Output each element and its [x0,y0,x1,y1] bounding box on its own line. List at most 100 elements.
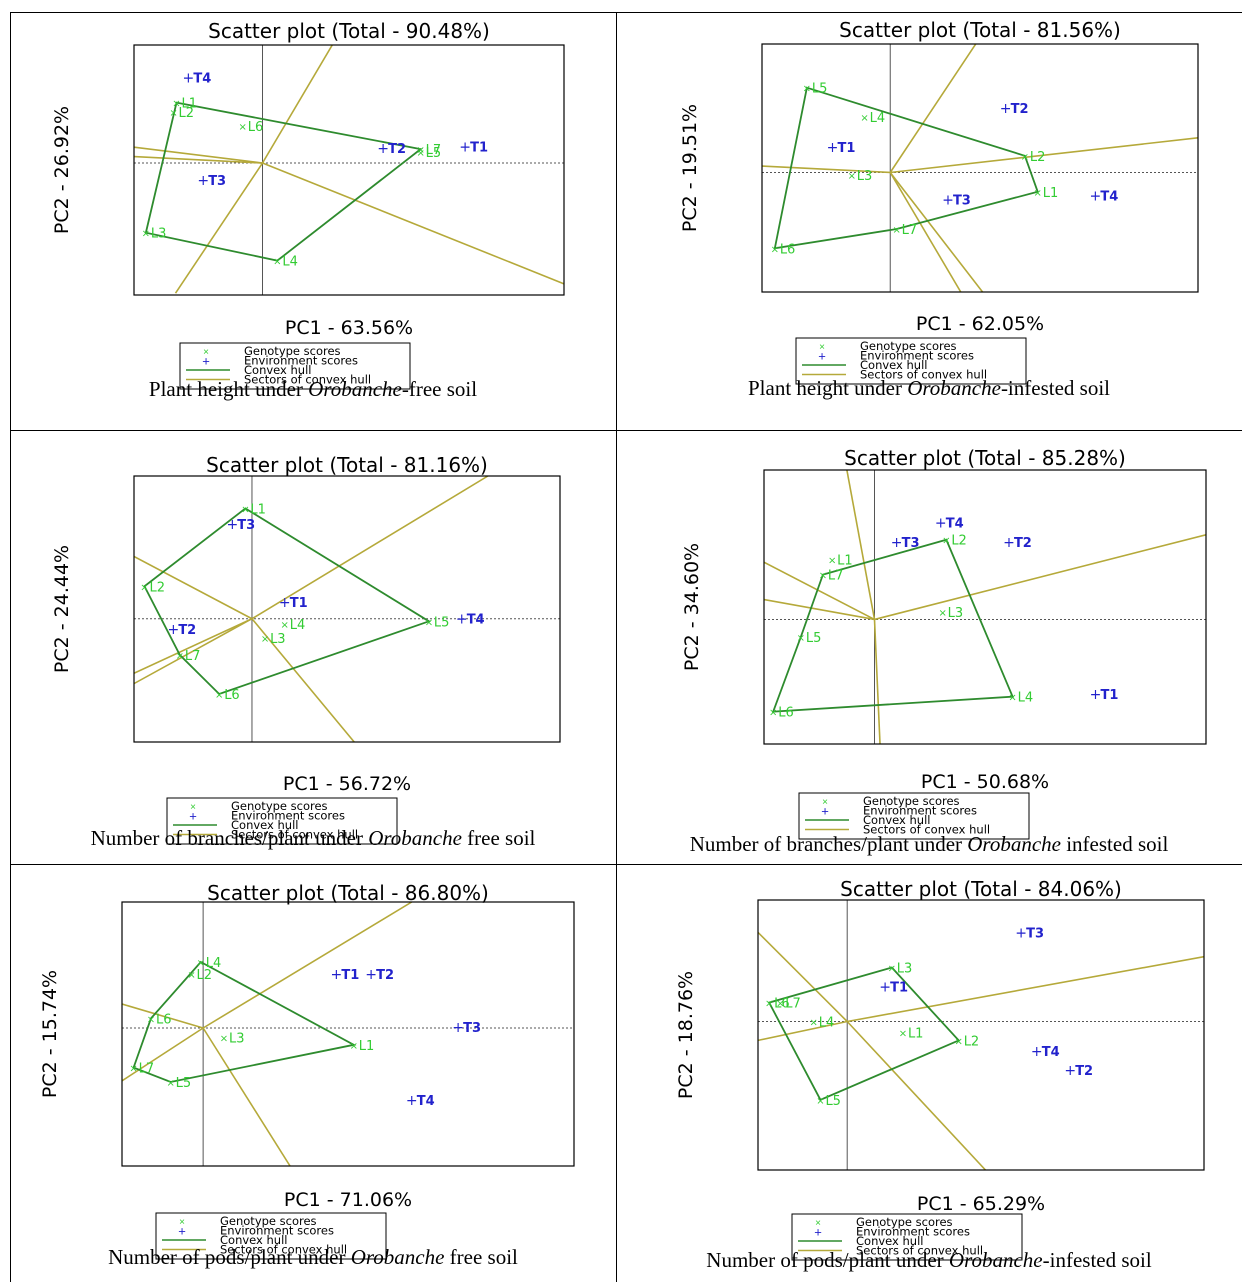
caption-text: Plant height under [748,376,908,400]
genotype-marker: × [140,582,148,593]
legend-genotype-symbol: × [822,797,828,808]
legend: × Genotype scores + Environment scoresConve… [795,337,1027,385]
genotype-label: L7 [139,1062,155,1077]
legend-entry: Environment scores [860,349,974,363]
environment-label: T2 [388,142,406,157]
genotype-label: L2 [1030,150,1046,165]
legend-box [798,792,1030,840]
chart-title: Scatter plot (Total - 84.06%) [840,877,1122,901]
genotype-label: L3 [229,1032,245,1047]
caption-text: Plant height under [148,377,309,401]
plot-area: ×L1×L2×L3×L4×L5×L6×L7+T1+T2+T3+T4 [762,44,1198,292]
environment-label: T4 [417,1094,435,1109]
environment-marker: + [197,173,209,189]
environment-label: T4 [1042,1045,1060,1060]
panel-2: Scatter plot (Total - 81.56%) × L1 × L2 × L3 × L… [616,12,1242,430]
caption-italic: Orobanche [308,377,402,401]
environment-marker: + [226,517,238,533]
environment-marker: + [891,535,903,551]
genotype-marker: × [220,1034,228,1045]
environment-marker: + [1090,189,1102,205]
genotype-marker: × [797,633,805,644]
chart-title: Scatter plot (Total - 90.48%) [208,19,490,43]
plot-frame [121,901,575,1167]
genotype-label: L2 [951,534,967,549]
x-axis-label: PC1 - 71.06% [284,1189,412,1211]
plot-frame [761,43,1199,293]
sector-line [251,618,355,742]
sector-line [873,619,881,744]
environment-marker: + [879,979,891,995]
environment-label: T3 [953,193,971,208]
genotype-marker: × [776,999,784,1010]
table-column-divider [616,12,617,1282]
legend-entry: Environment scores [220,1224,334,1238]
environment-marker: + [452,1020,464,1036]
genotype-marker: × [241,504,249,515]
genotype-label: L5 [806,631,822,646]
genotype-label: L2 [179,106,195,121]
convex-hull [144,101,423,262]
genotype-label: L5 [426,146,442,161]
environment-label: T1 [890,980,908,995]
genotype-marker: × [169,108,177,119]
genotype-label: L3 [151,227,167,242]
sector-line [764,598,875,621]
legend-entry: Sectors of convex hull [231,828,358,842]
genotype-marker: × [1034,188,1042,199]
genotype-marker: × [892,225,900,236]
caption-text: -infested soil [1042,1248,1152,1272]
y-axis-label: PC2 - 19.51% [679,104,701,232]
chart-title: Scatter plot (Total - 85.28%) [844,446,1126,470]
legend-entry: Genotype scores [244,344,341,358]
sector-line [134,146,263,164]
chart-title: Scatter plot (Total - 86.80%) [207,881,489,905]
biplot-svg: Scatter plot (Total - 85.28%)× L1× L2× L3× L… [681,446,1207,840]
legend: × Genotype scores + Environment scoresConve… [791,1213,1023,1261]
x-axis-label: PC1 - 62.05% [916,313,1044,335]
panel-5: Scatter plot (Total - 86.80%) × L1 × L2 × L3 × L… [10,864,616,1282]
x-axis-label: PC1 - 56.72% [283,773,411,795]
environment-marker: + [1000,101,1012,117]
environment-label: T1 [470,140,488,155]
environment-marker: + [1064,1063,1076,1079]
environment-label: T2 [1014,536,1032,551]
genotype-label: L1 [359,1039,375,1054]
sector-line [764,561,875,621]
genotype-label: L7 [902,223,918,238]
genotype-marker: × [172,99,180,110]
table-row-divider [10,430,1242,431]
genotype-label: L6 [224,688,240,703]
genotype-label: L4 [206,956,222,971]
legend-entry: Sectors of convex hull [863,823,990,837]
legend-entry: Genotype scores [856,1215,953,1229]
y-axis-label: PC2 - 26.92% [51,106,73,234]
environment-label: T2 [178,623,196,638]
caption-text: Number of pods/plant under [108,1245,351,1269]
legend-entry: Sectors of convex hull [860,368,987,382]
genotype-label: L6 [778,706,794,721]
sector-line [874,533,1206,621]
genotype-marker: × [819,571,827,582]
environment-label: T3 [463,1021,481,1036]
sector-line [122,1027,204,1082]
table-row-divider [10,864,1242,865]
genotype-label: L6 [774,997,790,1012]
legend-genotype-symbol: × [190,802,196,813]
panel-caption: Number of branches/plant under Orobanche… [10,826,616,851]
environment-marker: + [183,71,195,87]
sector-line [846,1020,987,1170]
genotype-label: L4 [819,1016,835,1031]
x-axis-label: PC1 - 63.56% [285,317,413,339]
environment-label: T2 [1075,1064,1093,1079]
genotype-marker: × [938,608,946,619]
genotype-label: L4 [1018,691,1034,706]
genotype-label: L1 [1043,186,1059,201]
panel-caption: Number of pods/plant under Orobanche-inf… [616,1248,1242,1273]
environment-marker: + [331,967,343,983]
genotype-marker: × [147,1014,155,1025]
sector-line [889,172,962,292]
environment-marker: + [279,595,291,611]
environment-label: T4 [946,516,964,531]
convex-hull [132,960,357,1083]
